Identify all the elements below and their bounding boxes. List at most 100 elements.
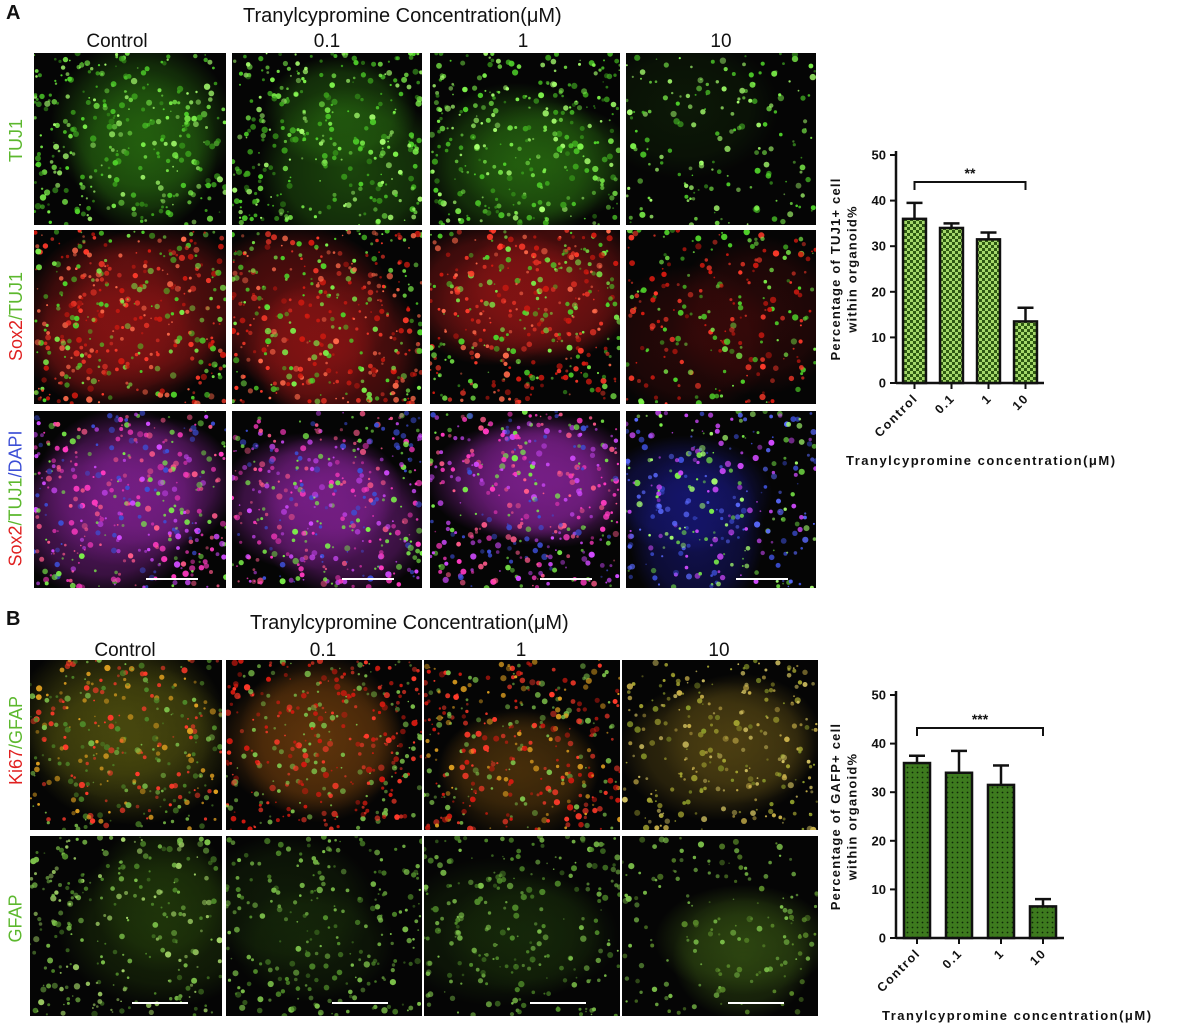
panel-b-col-control: Control: [94, 640, 156, 661]
chart-a-bar-2: [975, 238, 1002, 385]
chart-b-ytick-label-40: 40: [872, 736, 886, 751]
panel-a-micrograph-r2-c1: [232, 411, 422, 588]
panel-b-col-1: 1: [515, 640, 527, 661]
panel-a-row-label-2-part-2: /DAPI: [5, 429, 26, 477]
chart-b-xtick-label-1: 0.1: [940, 946, 965, 971]
chart-b-xtick-label-2: 1: [991, 946, 1007, 962]
panel-a-micrograph-r1-c0-image: [34, 230, 226, 404]
panel-b-micrograph-r0-c2-image: [424, 660, 620, 830]
panel-a-row-label-2-part-0: Sox2: [5, 525, 26, 567]
chart-b-bar-2: [986, 783, 1016, 940]
panel-b-micrograph-r0-c3: [622, 660, 818, 830]
panel-b-micrograph-r1-c0: [30, 836, 222, 1016]
chart-b-ytick-label-0: 0: [879, 931, 886, 946]
panel-a-micrograph-r2-c3: [626, 411, 816, 588]
panel-b-micrograph-r0-c1-image: [226, 660, 422, 830]
panel-a-micrograph-r0-c0: [34, 53, 226, 225]
chart-b-ytick-label-30: 30: [872, 785, 886, 800]
scale-bar: [132, 1002, 188, 1004]
panel-a-micrograph-r2-c0: [34, 411, 226, 588]
panel-b-letter: B: [6, 608, 21, 630]
panel-a-micrograph-r0-c0-image: [34, 53, 226, 225]
panel-b-micrograph-r1-c1: [226, 836, 422, 1016]
chart-a-ytick-label-40: 40: [872, 193, 886, 208]
panel-b-micrograph-r0-c0: [30, 660, 222, 830]
panel-a-row-label-1-part-0: Sox2: [5, 319, 26, 361]
panel-a-micrograph-r0-c3-image: [626, 53, 816, 225]
panel-b-micrograph-r0-c2: [424, 660, 620, 830]
panel-a-row-label-0: TUJ1: [6, 118, 27, 161]
panel-a-micrograph-r1-c2: [430, 230, 620, 404]
chart-a-xlabel: Tranylcypromine concentration(μM): [846, 453, 1117, 468]
panel-a-micrograph-r1-c0: [34, 230, 226, 404]
panel-b-col-10: 10: [708, 640, 730, 661]
panel-a-micrograph-r0-c3: [626, 53, 816, 225]
panel-a-micrograph-r1-c3-image: [626, 230, 816, 404]
chart-b-ylabel: Percentage of GAFP+ cellwithin organoid%: [828, 723, 859, 910]
chart-b-bar-0: [902, 761, 932, 940]
panel-b-row-label-1: GFAP: [6, 894, 27, 942]
chart-a-ylabel-line-1: Percentage of TUJ1+ cell: [828, 177, 843, 360]
scale-bar: [540, 578, 592, 580]
chart-b-ytick-label-20: 20: [872, 833, 886, 848]
panel-a-col-control: Control: [86, 31, 148, 52]
chart-a-bar-3: [1012, 320, 1039, 385]
chart-b-xtick-label-0: Control: [874, 946, 923, 995]
chart-a-bar-1: [938, 226, 965, 385]
panel-b-row-label-0-part-1: /GFAP: [5, 695, 26, 749]
panel-a-micrograph-r0-c2: [430, 53, 620, 225]
chart-a-ytick-label-30: 30: [872, 239, 886, 254]
panel-a-col-1: 1: [517, 31, 529, 52]
panel-a-micrograph-r1-c3: [626, 230, 816, 404]
panel-a-row-label-1: Sox2/TUJ1: [6, 271, 27, 360]
chart-a-ylabel-line-2: within organoid%: [844, 205, 859, 334]
chart-b-ylabel-line-1: Percentage of GAFP+ cell: [828, 723, 843, 910]
panel-a-micrograph-r0-c2-image: [430, 53, 620, 225]
panel-a-letter: A: [6, 2, 21, 24]
chart-b-xlabel: Tranylcypromine concentration(μM): [882, 1008, 1153, 1023]
panel-b-micrograph-r0-c0-image: [30, 660, 222, 830]
panel-a-micrograph-r0-c1-image: [232, 53, 422, 225]
panel-a-micrograph-r2-c3-image: [626, 411, 816, 588]
scale-bar: [342, 578, 394, 580]
panel-a-micrograph-r2-c2: [430, 411, 620, 588]
panel-b-title: Tranylcypromine Concentration(μM): [250, 612, 569, 634]
panel-b-micrograph-r0-c1: [226, 660, 422, 830]
chart-b-ytick-label-10: 10: [872, 882, 886, 897]
panel-a-micrograph-r0-c1: [232, 53, 422, 225]
chart-b-significance-bracket: [916, 727, 1044, 736]
panel-b-micrograph-r1-c3-image: [622, 836, 818, 1016]
chart-a-ytick-label-20: 20: [872, 284, 886, 299]
scale-bar: [728, 1002, 784, 1004]
chart-a-bar-0: [901, 217, 928, 385]
scale-bar: [146, 578, 198, 580]
gfap-bar-chart: 0 10 20 30 40 50 Control 0.1 1 10 *** Percentage of…: [828, 688, 1153, 1024]
panel-a-row-label-0-part-0: TUJ1: [5, 118, 26, 162]
panel-b-col-0.1: 0.1: [309, 640, 337, 661]
chart-a-significance-label: **: [965, 165, 976, 181]
panel-a-col-0.1: 0.1: [313, 31, 341, 52]
panel-b-row-label-1-part-0: GFAP: [5, 893, 26, 943]
scale-bar: [332, 1002, 388, 1004]
chart-b-ylabel-line-2: within organoid%: [844, 753, 859, 882]
panel-b-micrograph-r1-c2-image: [424, 836, 620, 1016]
chart-a-ytick-label-10: 10: [872, 330, 886, 345]
panel-b-micrograph-r0-c3-image: [622, 660, 818, 830]
chart-b-significance-label: ***: [972, 711, 989, 727]
panel-a-col-10: 10: [710, 31, 732, 52]
chart-a-xtick-label-1: 0.1: [932, 391, 957, 416]
chart-a-ytick-label-50: 50: [872, 148, 886, 163]
panel-b-row-label-0: Ki67/GFAP: [6, 695, 27, 784]
panel-b-micrograph-r1-c1-image: [226, 836, 422, 1016]
panel-a-row-label-2-part-1: /TUJ1: [5, 476, 26, 525]
scale-bar: [530, 1002, 586, 1004]
panel-a-micrograph-r2-c2-image: [430, 411, 620, 588]
chart-b-xtick-label-3: 10: [1027, 946, 1049, 968]
panel-a-row-label-2: Sox2/TUJ1/DAPI: [6, 430, 27, 566]
chart-b-bar-3: [1028, 905, 1058, 940]
chart-a-significance-bracket: [913, 181, 1027, 190]
panel-a-micrograph-r1-c2-image: [430, 230, 620, 404]
scale-bar: [736, 578, 788, 580]
panel-a-micrograph-r2-c1-image: [232, 411, 422, 588]
panel-a-micrograph-r1-c1-image: [232, 230, 422, 404]
